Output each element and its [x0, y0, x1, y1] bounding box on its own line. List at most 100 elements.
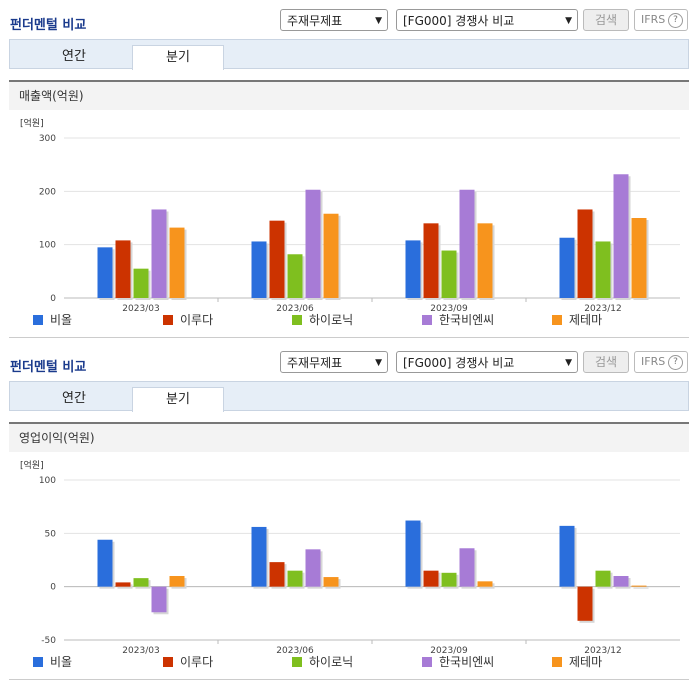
- bar: [151, 586, 167, 613]
- statement-select-value: 주재무제표: [287, 356, 343, 370]
- chevron-down-icon: ▼: [375, 358, 382, 368]
- ifrs-help-button[interactable]: IFRS?: [634, 9, 688, 31]
- legend-label: 이루다: [180, 655, 214, 669]
- divider: [9, 337, 689, 338]
- bar: [133, 578, 149, 587]
- bar: [613, 576, 629, 587]
- y-tick-label: 0: [50, 583, 56, 593]
- legend-swatch: [33, 315, 43, 325]
- bar: [459, 548, 475, 587]
- group-select[interactable]: [FG000] 경쟁사 비교 ▼: [396, 351, 578, 373]
- search-button[interactable]: 검색: [583, 351, 629, 373]
- legend-swatch: [292, 315, 302, 325]
- ifrs-label: IFRS: [641, 355, 666, 368]
- y-tick-label: 0: [50, 294, 56, 304]
- bar: [595, 570, 611, 587]
- legend-label: 이루다: [180, 313, 214, 327]
- bar: [251, 526, 267, 587]
- legend-swatch: [552, 315, 562, 325]
- chevron-down-icon: ▼: [375, 16, 382, 26]
- bar: [323, 213, 339, 298]
- section-title: 매출액(억원): [9, 80, 689, 110]
- bar: [115, 240, 131, 298]
- bar: [305, 549, 321, 587]
- y-tick-label: -50: [41, 636, 56, 646]
- panel-title: 펀더멘털 비교: [10, 18, 87, 33]
- bar: [595, 241, 611, 298]
- legend-swatch: [163, 657, 173, 667]
- y-tick-label: 50: [45, 529, 57, 539]
- bar: [477, 581, 493, 587]
- divider: [9, 679, 689, 680]
- legend-swatch: [422, 657, 432, 667]
- bar: [559, 237, 575, 298]
- search-button[interactable]: 검색: [583, 9, 629, 31]
- legend-label: 비올: [50, 655, 73, 669]
- tab-annual[interactable]: 연간: [62, 49, 86, 64]
- bar: [269, 562, 285, 587]
- bar: [133, 268, 149, 298]
- legend-label: 제테마: [569, 655, 603, 669]
- bar: [97, 247, 113, 298]
- bar: [423, 570, 439, 587]
- tab-quarterly[interactable]: 분기: [132, 387, 224, 412]
- bar: [287, 570, 303, 587]
- unit-label: [억원]: [20, 459, 44, 471]
- bar: [97, 539, 113, 587]
- legend-swatch: [33, 657, 43, 667]
- period-tabs: 연간 분기: [9, 381, 689, 412]
- tab-annual[interactable]: 연간: [62, 391, 86, 406]
- chevron-down-icon: ▼: [565, 16, 572, 26]
- bar: [577, 209, 593, 298]
- legend-label: 한국비엔씨: [439, 655, 495, 669]
- y-tick-label: 100: [39, 241, 56, 251]
- bar: [631, 218, 647, 298]
- bar-shadow: [633, 587, 649, 589]
- x-tick-label: 2023/06: [276, 304, 314, 313]
- bar: [323, 577, 339, 587]
- bar: [441, 572, 457, 587]
- x-tick-label: 2023/09: [430, 646, 468, 655]
- chevron-down-icon: ▼: [565, 358, 572, 368]
- bar: [169, 227, 185, 298]
- group-select-value: [FG000] 경쟁사 비교: [403, 14, 515, 28]
- x-tick-label: 2023/12: [584, 304, 621, 313]
- help-icon: ?: [668, 355, 683, 370]
- tab-quarterly[interactable]: 분기: [132, 45, 224, 70]
- x-tick-label: 2023/06: [276, 646, 314, 655]
- legend-label: 하이로닉: [309, 313, 354, 327]
- chart-legend: 비올 이루다 하이로닉 한국비엔씨 제테마: [0, 654, 696, 672]
- legend-label: 한국비엔씨: [439, 313, 495, 327]
- statement-select[interactable]: 주재무제표 ▼: [280, 9, 388, 31]
- ifrs-help-button[interactable]: IFRS?: [634, 351, 688, 373]
- bar: [577, 586, 593, 621]
- bar: [169, 576, 185, 587]
- legend-swatch: [552, 657, 562, 667]
- legend-swatch: [163, 315, 173, 325]
- bar: [613, 174, 629, 298]
- x-tick-label: 2023/03: [122, 304, 159, 313]
- x-tick-label: 2023/12: [584, 646, 621, 655]
- bar: [477, 223, 493, 298]
- y-tick-label: 200: [39, 187, 56, 197]
- legend-swatch: [292, 657, 302, 667]
- bar: [631, 585, 647, 587]
- statement-select-value: 주재무제표: [287, 14, 343, 28]
- legend-label: 비올: [50, 313, 73, 327]
- x-tick-label: 2023/09: [430, 304, 468, 313]
- revenue-bar-chart: [억원] 0 100 200 300 2023/03 2023/06 2023/09 2023/…: [20, 117, 680, 313]
- legend-label: 하이로닉: [309, 655, 354, 669]
- operating-profit-bar-chart: [억원] -50 0 50 100 2023/03 2023/06 2023/09 2023/1…: [20, 459, 680, 655]
- statement-select[interactable]: 주재무제표 ▼: [280, 351, 388, 373]
- period-tabs: 연간 분기: [9, 39, 689, 70]
- group-select[interactable]: [FG000] 경쟁사 비교 ▼: [396, 9, 578, 31]
- unit-label: [억원]: [20, 117, 44, 129]
- bar: [251, 241, 267, 298]
- bar: [559, 525, 575, 587]
- y-tick-label: 300: [39, 134, 56, 144]
- bar: [269, 220, 285, 298]
- bar: [151, 209, 167, 298]
- legend-label: 제테마: [569, 313, 603, 327]
- panel-title: 펀더멘털 비교: [10, 360, 87, 375]
- x-tick-label: 2023/03: [122, 646, 159, 655]
